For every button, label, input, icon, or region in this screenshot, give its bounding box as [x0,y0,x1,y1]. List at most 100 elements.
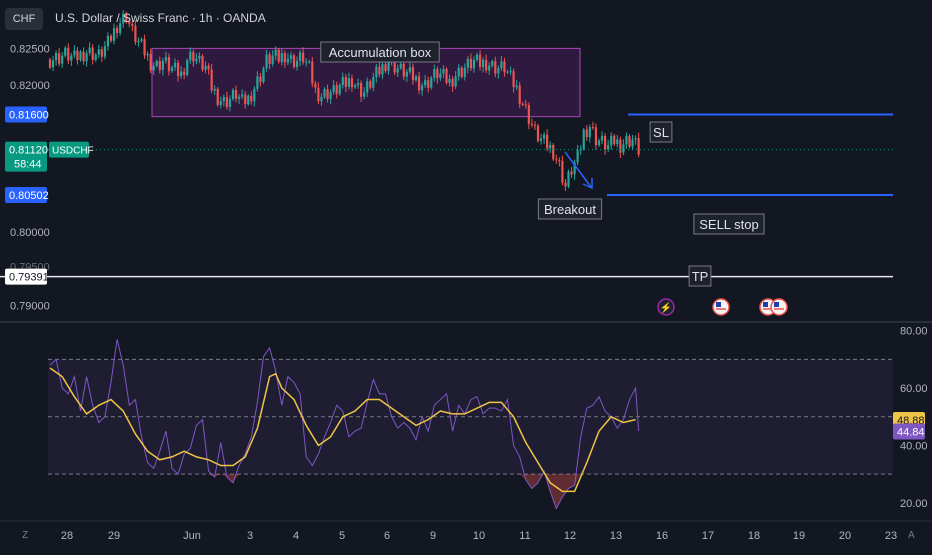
candle-body [369,81,372,88]
candle-body [216,88,219,105]
candle-body [576,150,579,163]
candle-body [207,65,210,70]
candle-body [170,67,174,72]
candle-body [585,129,588,138]
time-tick-label: 18 [748,530,760,542]
candle-body [378,66,381,75]
candle-body [204,65,207,70]
candle-body [631,139,634,147]
candle-body [58,53,61,64]
candle-body [393,57,396,73]
candle-body [295,60,299,67]
candle-body [594,127,598,146]
candle-body [597,140,601,146]
candle-body [433,69,436,78]
candle-body [61,55,64,64]
time-tick-label: 16 [656,530,668,542]
candle-body [85,52,88,62]
candle-body [119,23,122,33]
rsi-value-label-bg [893,423,925,440]
candle-body [231,90,235,100]
candle-body [567,171,570,187]
candle-body [250,95,253,102]
candle-body [552,144,555,160]
candle-body [341,77,344,85]
countdown-label: 58:44 [14,159,42,171]
candle-body [186,60,189,75]
candle-body [167,57,171,72]
candle-body [469,58,472,69]
candle-body [366,81,369,93]
candle-body [417,76,421,91]
candle-body [494,61,497,74]
candle-body [448,78,451,83]
candle-body [308,61,311,63]
candle-body [314,83,317,88]
currency-button[interactable]: CHF [5,8,43,30]
candle-body [55,53,58,61]
candle-body [539,138,543,141]
breakout-arrowhead [582,178,593,190]
candle-body [225,97,228,107]
auto-scale-icon[interactable]: A [908,530,915,541]
candle-body [381,64,384,75]
candle-body [363,92,366,97]
rsi-tick-label: 20.00 [900,498,928,510]
time-tick-label: 23 [885,530,897,542]
candle-body [134,25,137,43]
candle-body [411,67,415,81]
candle-body [607,145,610,150]
candle-body [268,54,271,64]
time-tick-label: 20 [839,530,851,542]
time-tick-label: Jun [183,530,201,542]
candle-body [591,127,594,129]
candle-body [530,123,533,125]
candle-body [616,139,619,145]
candle-body [405,71,408,77]
time-tick-label: 19 [793,530,805,542]
time-tick-label: 12 [564,530,576,542]
candle-body [122,13,125,24]
current-price-label: 0.81120 [9,145,48,157]
candle-body [500,61,503,69]
candle-body [323,89,326,97]
candle-body [116,28,119,33]
candle-body [183,71,186,75]
candle-body [256,76,259,89]
candle-body [424,80,427,86]
candle-body [414,76,418,81]
time-tick-label: 28 [61,530,73,542]
candle-body [244,94,247,105]
candle-body [51,60,55,68]
candle-body [491,61,494,66]
candle-body [305,61,308,63]
time-tick-label: 10 [473,530,485,542]
candle-body [582,129,585,149]
candle-body [637,138,640,155]
candle-body [524,104,527,106]
candle-body [161,60,164,70]
candle-body [326,89,329,99]
candle-body [125,13,128,22]
candle-body [622,144,625,153]
candle-body [457,67,460,77]
timezone-icon[interactable]: Z [22,530,29,541]
candle-body [533,124,537,126]
rsi-tick-label: 40.00 [900,440,928,452]
candle-body [289,55,293,59]
rsi-line [49,339,640,510]
candle-body [475,54,479,60]
candle-body [253,88,256,102]
price-tick-label: 0.79000 [10,300,50,312]
candle-body [317,87,320,102]
candle-body [549,144,552,149]
candle-body [177,62,180,77]
time-tick-label: 11 [519,530,530,542]
candle-body [149,53,152,71]
rsi-tick-label: 80.00 [900,326,928,338]
accumulation-box-annotation: Accumulation box [329,45,432,60]
candle-body [262,68,265,82]
